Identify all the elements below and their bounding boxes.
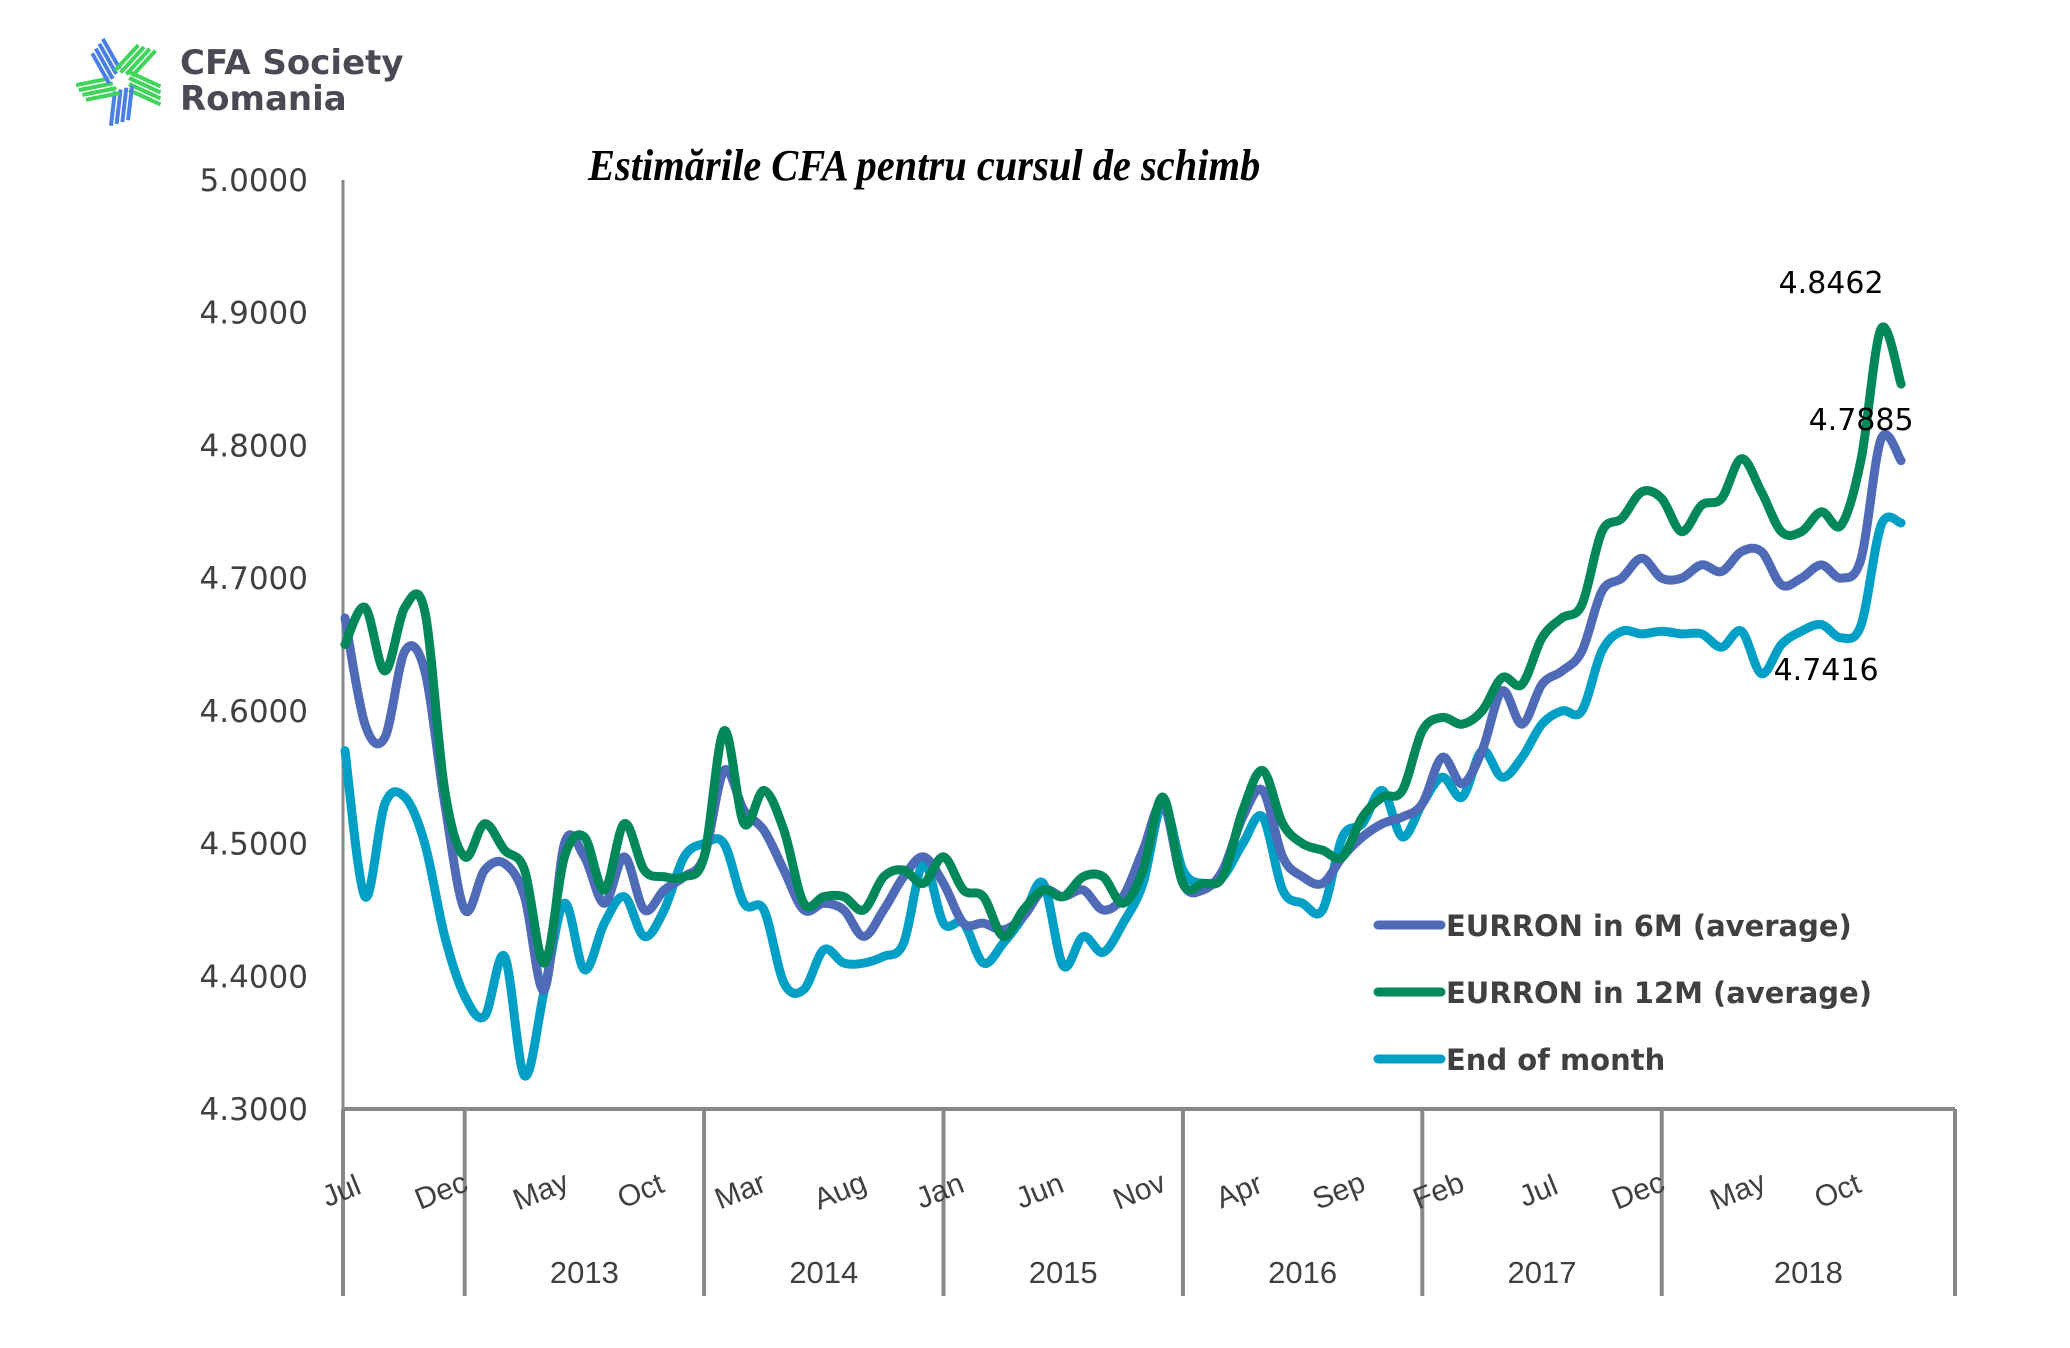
y-axis: 5.0000 4.9000 4.8000 4.7000 4.6000 4.5000 4.40… — [200, 163, 345, 1128]
y-tick-label: 4.3000 — [200, 1092, 308, 1128]
starburst-stroke — [126, 85, 135, 121]
starburst-stroke — [90, 52, 111, 85]
y-tick-label: 4.9000 — [200, 296, 308, 332]
x-month-label: Jan — [911, 1167, 968, 1216]
cfa-society-romania-logo: CFA Society Romania — [76, 36, 404, 126]
starburst-stroke — [128, 76, 162, 95]
starburst-stroke — [130, 49, 157, 78]
data-labels: 4.7885 4.8462 4.7416 — [1774, 266, 1914, 688]
starburst-stroke — [119, 45, 146, 74]
starburst-stroke — [97, 42, 119, 75]
x-year-label: 2016 — [1268, 1255, 1337, 1290]
logo-line-1: CFA Society — [180, 43, 404, 83]
starburst-stroke — [101, 37, 122, 70]
x-month-label: Jul — [317, 1169, 365, 1214]
x-year-label: 2013 — [550, 1255, 619, 1290]
starburst-stroke — [85, 91, 121, 102]
x-month-label: Jun — [1011, 1167, 1068, 1216]
x-month-label: Nov — [1109, 1166, 1171, 1217]
x-year-label: 2014 — [789, 1255, 858, 1290]
x-month-label: Feb — [1409, 1166, 1469, 1216]
starburst-stroke — [114, 89, 123, 125]
y-tick-label: 4.5000 — [200, 827, 308, 863]
x-year-label: 2017 — [1508, 1255, 1577, 1290]
series-lines — [340, 322, 1906, 1081]
x-month-label: Apr — [1211, 1167, 1267, 1215]
series-line-1 — [340, 322, 1906, 968]
starburst-stroke — [128, 82, 162, 101]
logo-line-2: Romania — [180, 79, 347, 119]
end-value-label: 4.8462 — [1779, 266, 1884, 301]
x-axis: Jul Dec May Oct Mar Aug Jan Jun Nov Apr Sep Feb Jul D… — [317, 1107, 1957, 1296]
y-tick-label: 4.8000 — [200, 428, 308, 464]
end-value-label: 4.7885 — [1809, 403, 1914, 438]
starburst-stroke — [120, 87, 129, 123]
y-tick-label: 4.4000 — [200, 959, 308, 995]
starburst-stroke — [113, 43, 140, 72]
x-year-label: 2018 — [1774, 1255, 1843, 1290]
x-month-label: May — [1705, 1165, 1770, 1217]
cfa-starburst-icon — [76, 37, 162, 126]
starburst-stroke — [124, 47, 152, 76]
x-month-label: Oct — [613, 1167, 669, 1215]
starburst-stroke — [81, 86, 117, 97]
logo-text: CFA Society Romania — [180, 45, 404, 117]
legend-label: EURRON in 6M (average) — [1446, 909, 1852, 943]
legend: EURRON in 6M (average) EURRON in 12M (ave… — [1373, 909, 1872, 1077]
x-year-label: 2015 — [1029, 1255, 1098, 1290]
starburst-stroke — [76, 76, 110, 88]
y-tick-label: 5.0000 — [200, 163, 308, 199]
x-month-label: Oct — [1810, 1167, 1866, 1215]
starburst-stroke — [128, 88, 162, 107]
starburst-stroke — [94, 47, 115, 80]
series-line-2 — [340, 512, 1906, 1081]
starburst-stroke — [108, 91, 117, 126]
end-value-label: 4.7416 — [1774, 653, 1879, 688]
y-tick-label: 4.7000 — [200, 561, 308, 597]
x-month-label: May — [508, 1165, 573, 1217]
legend-label: EURRON in 12M (average) — [1446, 976, 1872, 1010]
x-month-label: Mar — [710, 1166, 770, 1216]
starburst-stroke — [78, 81, 114, 93]
x-month-label: Sep — [1308, 1166, 1370, 1217]
x-month-label: Jul — [1514, 1169, 1562, 1214]
y-tick-label: 4.6000 — [200, 694, 308, 730]
x-month-label: Aug — [809, 1166, 871, 1217]
legend-label: End of month — [1446, 1043, 1665, 1077]
chart-title: Estimările CFA pentru cursul de schimb — [588, 141, 1261, 190]
